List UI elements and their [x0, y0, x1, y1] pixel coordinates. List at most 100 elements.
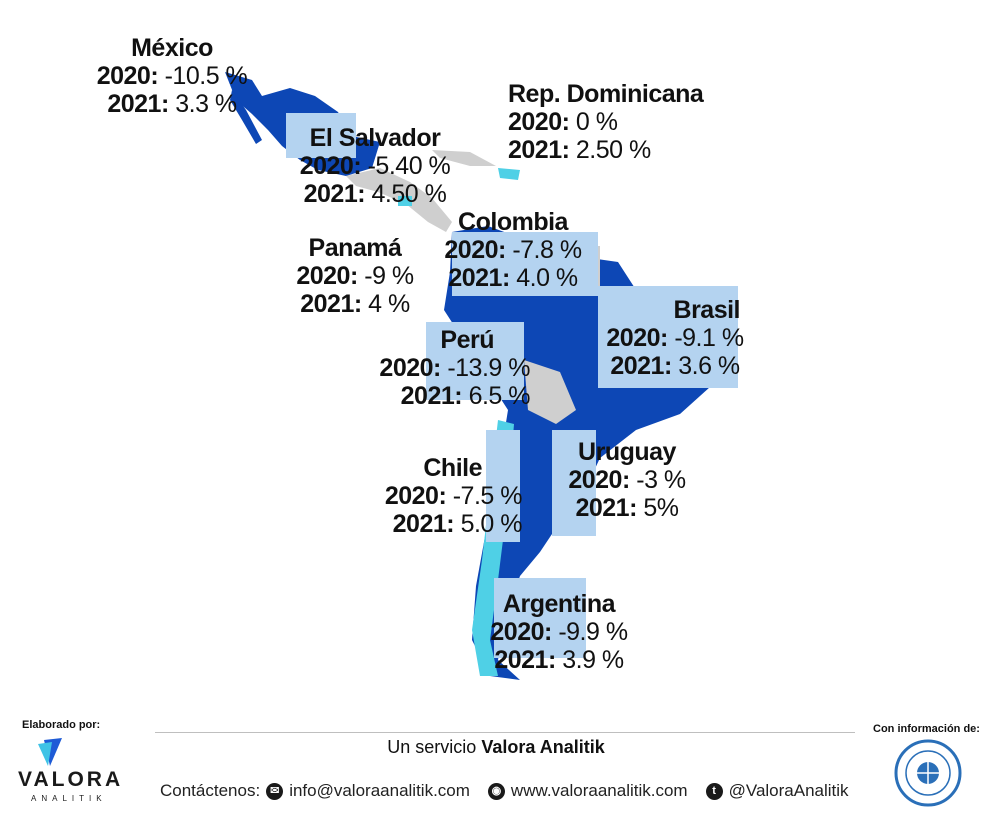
country-name: Perú	[440, 326, 494, 354]
year-2020-label: 2020:	[296, 262, 358, 290]
value-2021: 2021: 4.0 %	[438, 264, 588, 292]
year-2020-label: 2020:	[379, 354, 441, 382]
year-2021-label: 2021:	[575, 494, 637, 522]
label-mexico: México 2020: -10.5 % 2021: 3.3 %	[92, 34, 252, 118]
argentina-highlight	[494, 578, 586, 658]
growth-2020: -13.9 %	[447, 354, 530, 382]
service-line: Un servicio Valora Analitik	[0, 737, 992, 758]
central-america-cyan	[398, 196, 412, 206]
country-name: Argentina	[502, 590, 616, 618]
country-name: Brasil	[673, 296, 741, 324]
value-2021: 2021: 5.0 %	[378, 510, 523, 538]
growth-2021: 4 %	[368, 290, 410, 318]
contact-email[interactable]: info@valoraanalitik.com	[289, 781, 470, 800]
valora-logo-text: VALORA	[18, 768, 124, 791]
year-2020-label: 2020:	[508, 108, 570, 136]
growth-2020: -9.1 %	[674, 324, 744, 352]
growth-2020: 0 %	[575, 108, 618, 136]
label-colombia: Colombia 2020: -7.8 % 2021: 4.0 %	[438, 208, 588, 292]
value-2020: 2020: -13.9 %	[370, 354, 530, 382]
year-2021-label: 2021:	[392, 510, 455, 538]
country-name: Chile	[423, 454, 482, 482]
year-2021-label: 2021:	[303, 180, 366, 208]
country-name: México	[131, 34, 213, 62]
country-name: Uruguay	[578, 438, 676, 466]
imf-logo	[894, 739, 962, 807]
year-2020-label: 2020:	[444, 236, 506, 264]
growth-2020: -7.5 %	[452, 482, 523, 510]
value-2021: 2021: 3.6 %	[600, 352, 750, 380]
year-2020-label: 2020:	[299, 152, 362, 180]
year-2021-label: 2021:	[494, 646, 556, 674]
year-2021-label: 2021:	[300, 290, 362, 318]
country-name: Rep. Dominicana	[508, 80, 704, 108]
value-2020: 2020: -7.8 %	[438, 236, 588, 264]
label-argentina: Argentina 2020: -9.9 % 2021: 3.9 %	[484, 590, 634, 674]
contact-label: Contáctenos:	[160, 781, 261, 800]
label-elsalvador: El Salvador 2020: -5.40 % 2021: 4.50 %	[290, 124, 460, 208]
country-name: Panamá	[308, 234, 402, 262]
year-2020-label: 2020:	[384, 482, 447, 510]
contact-twitter[interactable]: @ValoraAnalitik	[728, 781, 849, 800]
peru-highlight	[426, 322, 524, 400]
year-2020-label: 2020:	[568, 466, 630, 494]
growth-2021: 5.0 %	[460, 510, 523, 538]
country-name: El Salvador	[309, 124, 441, 152]
twitter-icon: t	[705, 782, 723, 800]
service-brand: Valora Analitik	[481, 737, 605, 757]
growth-2021: 3.9 %	[562, 646, 624, 674]
globe-icon: ◉	[487, 782, 505, 800]
year-2020-label: 2020:	[490, 618, 552, 646]
cuba-shape	[432, 150, 496, 166]
growth-2021: 4.0 %	[516, 264, 578, 292]
growth-2020: -7.8 %	[512, 236, 582, 264]
value-2020: 2020: -7.5 %	[378, 482, 523, 510]
label-panama: Panamá 2020: -9 % 2021: 4 %	[285, 234, 425, 318]
chile-highlight	[486, 430, 520, 542]
uruguay-highlight	[552, 430, 596, 536]
service-prefix: Un servicio	[387, 737, 477, 757]
year-2021-label: 2021:	[400, 382, 463, 410]
growth-2020: -5.40 %	[367, 152, 451, 180]
value-2021: 2021: 5%	[562, 494, 692, 522]
growth-2021: 2.50 %	[575, 136, 651, 164]
year-2021-label: 2021:	[508, 136, 570, 164]
value-2021: 2021: 3.9 %	[484, 646, 634, 674]
year-2020-label: 2020:	[96, 62, 159, 90]
label-repdom: Rep. Dominicana 2020: 0 % 2021: 2.50 %	[508, 80, 708, 164]
year-2020-label: 2020:	[606, 324, 668, 352]
value-2020: 2020: -3 %	[562, 466, 692, 494]
mexico-highlight	[286, 113, 356, 158]
contact-web[interactable]: www.valoraanalitik.com	[510, 781, 688, 800]
value-2021: 2021: 2.50 %	[508, 136, 708, 164]
growth-2020: -9.9 %	[558, 618, 628, 646]
value-2020: 2020: 0 %	[508, 108, 708, 136]
year-2021-label: 2021:	[610, 352, 672, 380]
country-name: Colombia	[458, 208, 568, 236]
value-2021: 2021: 6.5 %	[370, 382, 531, 410]
footer-divider	[155, 732, 855, 733]
latam-map	[225, 72, 738, 680]
baja-shape	[230, 90, 262, 144]
value-2021: 2021: 4 %	[285, 290, 425, 318]
label-chile: Chile 2020: -7.5 % 2021: 5.0 %	[378, 454, 523, 538]
valora-logo-subtext: ANALITIK	[31, 794, 107, 803]
value-2020: 2020: -9.1 %	[600, 324, 750, 352]
value-2021: 2021: 3.3 %	[92, 90, 252, 118]
growth-2021: 4.50 %	[371, 180, 447, 208]
growth-2020: -9 %	[364, 262, 414, 290]
contact-line: Contáctenos: ✉ info@valoraanalitik.com ◉…	[160, 781, 849, 801]
growth-2020: -3 %	[636, 466, 686, 494]
label-peru: Perú 2020: -13.9 % 2021: 6.5 %	[370, 326, 530, 410]
value-2020: 2020: -5.40 %	[290, 152, 460, 180]
growth-2020: -10.5 %	[164, 62, 248, 90]
value-2021: 2021: 4.50 %	[290, 180, 460, 208]
dominican-shape	[498, 168, 520, 180]
growth-2021: 3.3 %	[175, 90, 237, 118]
growth-2021: 3.6 %	[678, 352, 740, 380]
valora-logo-icon	[38, 738, 62, 766]
growth-2021: 5%	[643, 494, 679, 522]
label-uruguay: Uruguay 2020: -3 % 2021: 5%	[562, 438, 692, 522]
brasil-highlight	[598, 286, 738, 388]
value-2020: 2020: -9.9 %	[484, 618, 634, 646]
